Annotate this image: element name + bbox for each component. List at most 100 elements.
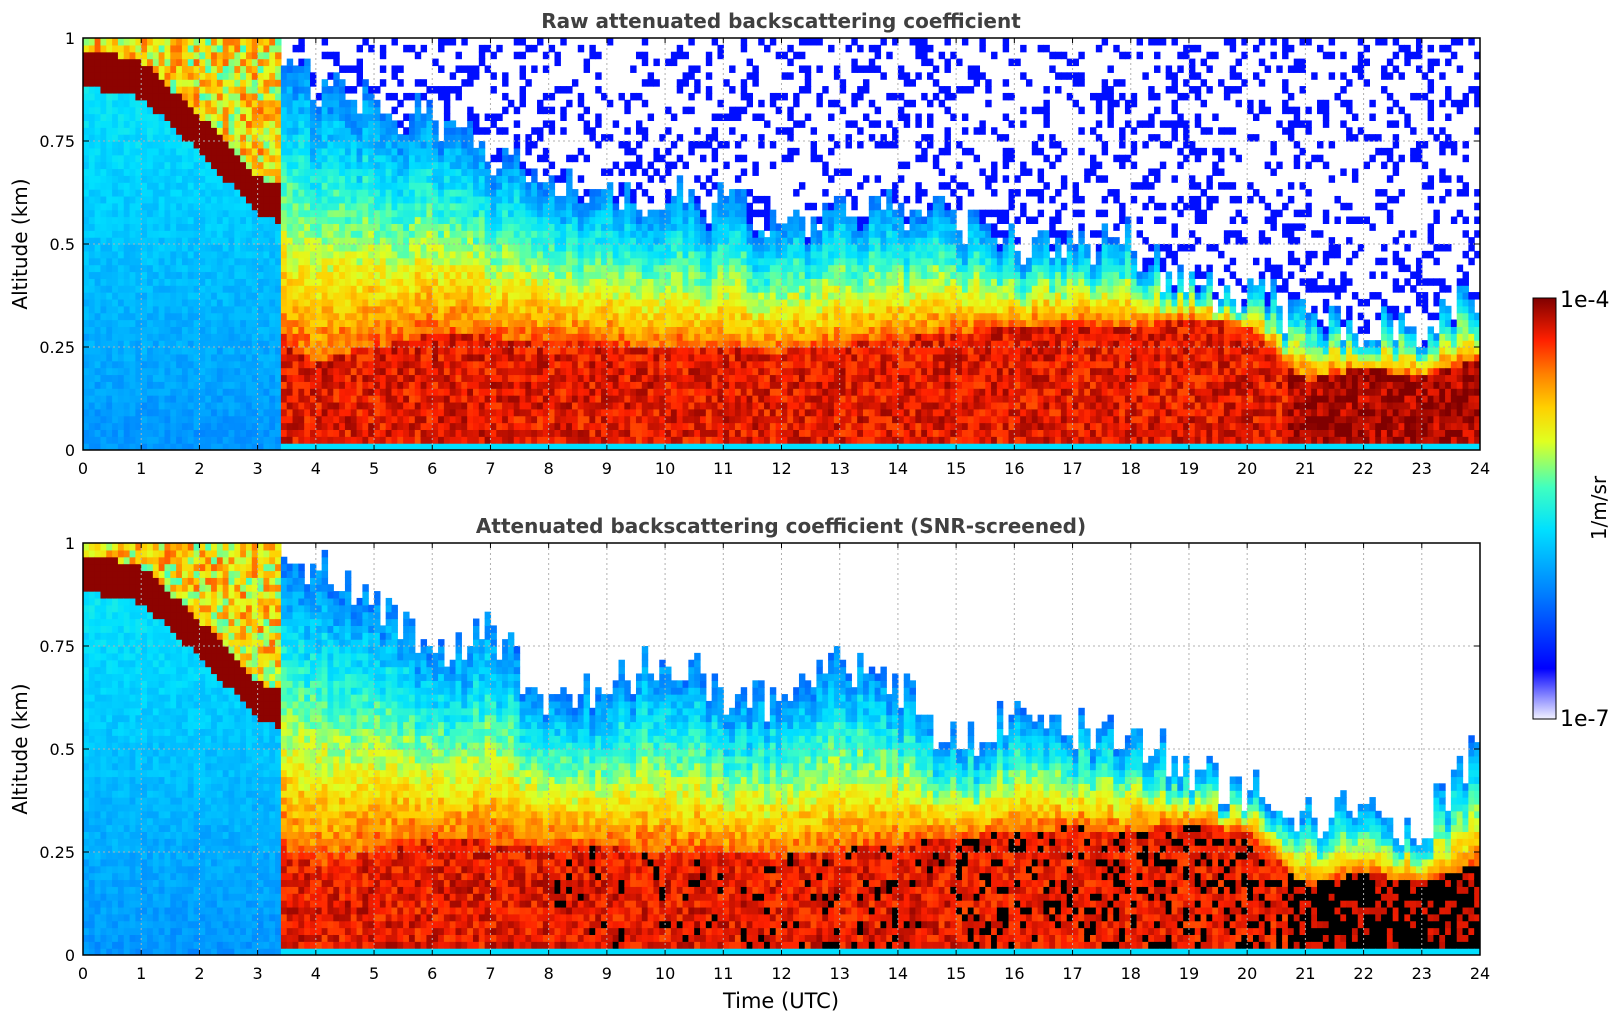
heatmap-cell bbox=[263, 333, 270, 341]
heatmap-cell bbox=[170, 106, 177, 115]
heatmap-cell bbox=[461, 79, 468, 87]
heatmap-cell bbox=[310, 216, 317, 224]
heatmap-cell bbox=[135, 298, 142, 307]
heatmap-cell bbox=[350, 154, 358, 163]
heatmap-cell bbox=[577, 195, 585, 204]
heatmap-cell bbox=[181, 312, 189, 321]
heatmap-cell bbox=[333, 230, 340, 238]
heatmap-cell bbox=[589, 44, 596, 53]
heatmap-cell bbox=[170, 340, 177, 348]
heatmap-cell bbox=[310, 202, 317, 211]
heatmap-cell bbox=[315, 353, 323, 362]
heatmap-cell bbox=[275, 395, 282, 403]
heatmap-cell bbox=[240, 429, 247, 437]
heatmap-cell bbox=[362, 106, 369, 115]
heatmap-cell bbox=[414, 127, 422, 135]
heatmap-cell bbox=[147, 72, 154, 80]
heatmap-cell bbox=[490, 443, 497, 450]
heatmap-cell bbox=[507, 429, 515, 437]
heatmap-cell bbox=[571, 292, 579, 300]
heatmap-cell bbox=[374, 134, 381, 142]
heatmap-cell bbox=[234, 113, 241, 121]
heatmap-cell bbox=[362, 79, 369, 87]
heatmap-cell bbox=[356, 175, 363, 183]
heatmap-cell bbox=[362, 285, 369, 293]
heatmap-cell bbox=[583, 319, 591, 327]
heatmap-cell bbox=[618, 216, 625, 224]
heatmap-cell bbox=[106, 127, 113, 135]
heatmap-cell bbox=[321, 305, 329, 314]
heatmap-cell bbox=[211, 347, 218, 355]
heatmap-cell bbox=[158, 44, 166, 53]
heatmap-cell bbox=[193, 182, 201, 190]
heatmap-cell bbox=[507, 347, 515, 355]
heatmap-cell bbox=[484, 429, 492, 437]
heatmap-cell bbox=[187, 319, 195, 327]
heatmap-cell bbox=[467, 264, 474, 273]
heatmap-cell bbox=[298, 44, 305, 53]
heatmap-cell bbox=[152, 113, 160, 121]
heatmap-cell bbox=[292, 127, 299, 135]
heatmap-cell bbox=[199, 298, 206, 307]
heatmap-cell bbox=[618, 395, 625, 403]
heatmap-cell bbox=[222, 195, 230, 204]
heatmap-cell bbox=[391, 195, 398, 204]
heatmap-cell bbox=[344, 305, 352, 314]
heatmap-cell bbox=[443, 388, 451, 396]
heatmap-cell bbox=[170, 429, 177, 437]
heatmap-cell bbox=[403, 168, 410, 176]
heatmap-cell bbox=[385, 182, 393, 190]
heatmap-cell bbox=[554, 429, 561, 437]
heatmap-cell bbox=[292, 264, 299, 273]
heatmap-cell bbox=[88, 422, 96, 430]
heatmap-cell bbox=[618, 381, 625, 389]
heatmap-cell bbox=[537, 285, 544, 293]
heatmap-cell bbox=[129, 429, 136, 437]
heatmap-cell bbox=[496, 292, 503, 300]
heatmap-cell bbox=[624, 216, 631, 224]
heatmap-cell bbox=[403, 381, 410, 389]
heatmap-cell bbox=[280, 436, 288, 444]
heatmap-cell bbox=[176, 72, 183, 80]
heatmap-cell bbox=[222, 367, 230, 376]
heatmap-cell bbox=[257, 141, 265, 149]
heatmap-cell bbox=[490, 209, 497, 218]
heatmap-cell bbox=[420, 436, 428, 444]
heatmap-cell bbox=[181, 326, 189, 334]
heatmap-cell bbox=[519, 388, 526, 396]
heatmap-cell bbox=[403, 429, 410, 437]
heatmap-cell bbox=[624, 347, 631, 355]
heatmap-cell bbox=[403, 388, 410, 396]
heatmap-cell bbox=[211, 230, 218, 238]
heatmap-cell bbox=[496, 333, 503, 341]
heatmap-cell bbox=[181, 106, 189, 115]
heatmap-cell bbox=[362, 223, 369, 231]
heatmap-cell bbox=[292, 216, 299, 224]
heatmap-cell bbox=[164, 326, 171, 334]
heatmap-cell bbox=[304, 312, 311, 321]
heatmap-cell bbox=[275, 202, 282, 211]
heatmap-cell bbox=[187, 209, 195, 218]
heatmap-cell bbox=[106, 223, 113, 231]
heatmap-cell bbox=[251, 367, 259, 376]
heatmap-cell bbox=[333, 347, 340, 355]
heatmap-cell bbox=[176, 319, 183, 327]
heatmap-cell bbox=[350, 367, 358, 376]
heatmap-cell bbox=[152, 333, 160, 341]
heatmap-cell bbox=[193, 353, 201, 362]
heatmap-cell bbox=[245, 72, 253, 80]
heatmap-cell bbox=[94, 189, 102, 197]
heatmap-cell bbox=[571, 257, 579, 266]
heatmap-cell bbox=[344, 264, 352, 273]
heatmap-cell bbox=[228, 319, 235, 327]
heatmap-cell bbox=[135, 374, 142, 382]
heatmap-cell bbox=[112, 278, 119, 286]
heatmap-cell bbox=[461, 189, 468, 197]
heatmap-cell bbox=[350, 436, 358, 444]
heatmap-cell bbox=[263, 195, 270, 204]
heatmap-cell bbox=[304, 340, 311, 348]
heatmap-cell bbox=[502, 367, 509, 376]
heatmap-cell bbox=[216, 99, 224, 108]
heatmap-cell bbox=[438, 209, 445, 218]
heatmap-cell bbox=[199, 285, 206, 293]
